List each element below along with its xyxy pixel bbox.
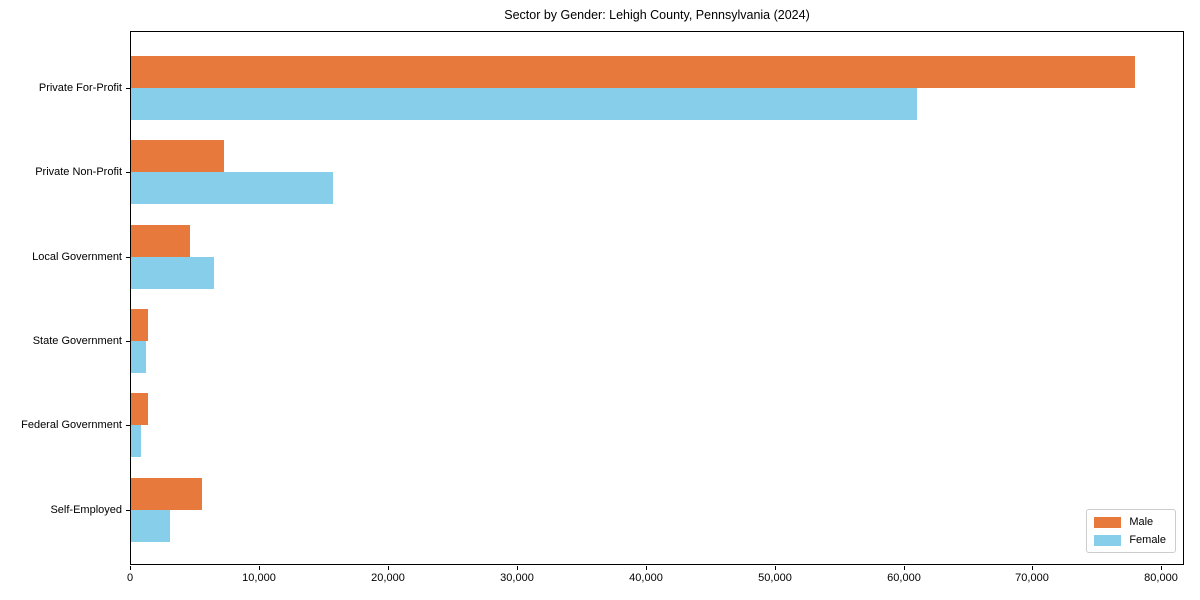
bar-female-private-for-profit <box>131 88 917 120</box>
ytick-mark-self-employed <box>126 509 130 511</box>
ytick-mark-state-government <box>126 340 130 342</box>
xtick-label-20,000: 20,000 <box>371 572 405 584</box>
plot-area: Male Female <box>130 31 1184 565</box>
xtick-label-60,000: 60,000 <box>887 572 921 584</box>
ytick-mark-local-government <box>126 256 130 258</box>
xtick-label-40,000: 40,000 <box>629 572 663 584</box>
legend-entry-male: Male <box>1094 516 1166 528</box>
bar-male-state-government <box>131 309 148 341</box>
legend-label-female: Female <box>1129 534 1166 546</box>
bar-female-federal-government <box>131 425 141 457</box>
xtick-label-70,000: 70,000 <box>1015 572 1049 584</box>
ytick-mark-private-non-profit <box>126 172 130 174</box>
xtick-mark-10,000 <box>259 566 260 570</box>
ytick-mark-private-for-profit <box>126 88 130 89</box>
xtick-label-30,000: 30,000 <box>500 572 534 584</box>
bar-male-federal-government <box>131 393 148 425</box>
bar-female-local-government <box>131 257 214 289</box>
xtick-mark-0 <box>130 566 131 570</box>
ytick-label-state-government: State Government <box>32 334 122 347</box>
ytick-label-self-employed: Self-Employed <box>50 503 122 516</box>
male-swatch-icon <box>1094 516 1122 528</box>
ytick-label-private-non-profit: Private Non-Profit <box>35 166 122 179</box>
xtick-mark-40,000 <box>646 566 647 570</box>
bar-male-local-government <box>131 225 190 257</box>
ytick-label-federal-government: Federal Government <box>21 419 122 432</box>
xtick-label-50,000: 50,000 <box>758 572 792 584</box>
xtick-label-0: 0 <box>126 572 134 584</box>
xtick-mark-20,000 <box>388 566 389 570</box>
bar-female-private-non-profit <box>131 172 333 204</box>
xtick-mark-60,000 <box>904 566 905 570</box>
legend: Male Female <box>1086 509 1176 553</box>
bar-male-private-non-profit <box>131 140 224 172</box>
xtick-mark-30,000 <box>517 566 518 570</box>
female-swatch-icon <box>1094 534 1122 546</box>
ytick-mark-federal-government <box>126 425 130 427</box>
chart-title: Sector by Gender: Lehigh County, Pennsyl… <box>504 8 810 22</box>
bar-male-self-employed <box>131 478 202 510</box>
xtick-label-80,000: 80,000 <box>1144 572 1178 584</box>
xtick-label-10,000: 10,000 <box>242 572 276 584</box>
xtick-mark-50,000 <box>775 566 776 570</box>
legend-entry-female: Female <box>1094 534 1166 546</box>
xtick-mark-70,000 <box>1032 566 1033 570</box>
xtick-mark-80,000 <box>1161 566 1162 570</box>
bar-female-state-government <box>131 341 146 373</box>
ytick-label-local-government: Local Government <box>32 250 122 263</box>
bar-female-self-employed <box>131 510 170 542</box>
bar-male-private-for-profit <box>131 56 1135 88</box>
legend-label-male: Male <box>1129 516 1154 528</box>
ytick-label-private-for-profit: Private For-Profit <box>38 82 122 94</box>
